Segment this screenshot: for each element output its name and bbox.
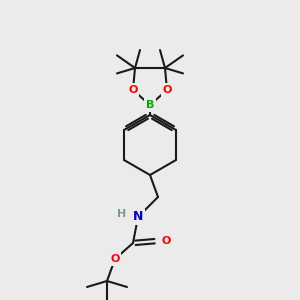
Text: N: N <box>133 211 143 224</box>
Text: O: O <box>162 85 172 95</box>
Text: H: H <box>117 209 127 219</box>
Text: O: O <box>128 85 138 95</box>
Text: O: O <box>161 236 171 246</box>
Text: O: O <box>110 254 120 264</box>
Text: B: B <box>146 100 154 110</box>
